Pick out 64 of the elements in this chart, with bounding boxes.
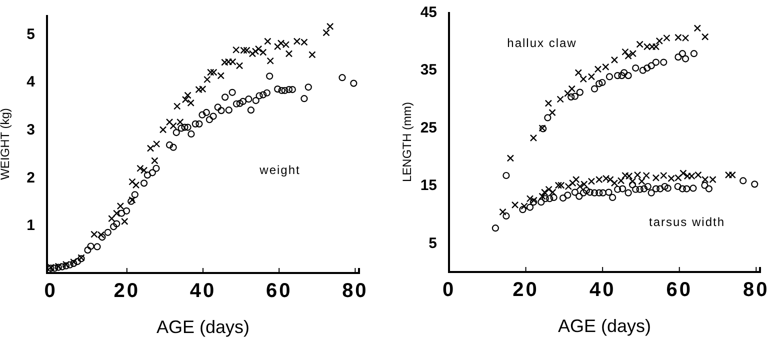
point [140,166,148,174]
x-tick-label: 0 [44,280,58,302]
y-tick-label: 5 [26,26,35,43]
point [159,126,167,134]
x-tick-label: 40 [190,280,216,302]
point [108,214,116,222]
point [210,68,218,76]
x-tick-label: 40 [589,279,616,301]
point [236,62,244,70]
point [132,181,140,189]
point [217,72,224,80]
x-tick-label: 60 [666,279,692,301]
annotation: weight [258,163,300,178]
x-axis-title: AGE (days) [558,316,652,336]
point [146,144,154,152]
point [128,196,136,204]
point [187,99,194,107]
y-tick-label: 4 [26,74,36,91]
annotation: hallux claw [507,36,577,50]
point [128,178,136,186]
point [264,38,272,45]
point [166,118,174,126]
point [78,254,85,262]
y-axis-title: WEIGHT (kg) [0,108,12,180]
point [116,202,124,210]
x-tick-label: 0 [442,279,456,301]
point [136,164,144,172]
point [174,102,181,110]
point [248,50,256,58]
annotation: tarsus width [648,215,726,230]
x-tick-label: 60 [266,280,292,302]
point [266,57,274,64]
x-tick-label: 20 [512,279,539,301]
y-tick-label: 35 [420,62,437,79]
point [207,68,214,76]
point [121,218,128,225]
point [254,45,262,53]
point [204,76,211,84]
point [326,22,334,30]
y-tick-label: 5 [428,234,437,252]
point [182,96,190,104]
y-tick-label: 1 [26,217,35,234]
point [170,122,177,130]
x-tick-label: 80 [342,280,368,302]
point [224,58,232,66]
y-tick-label: 45 [420,4,437,21]
point [176,118,184,126]
x-axis-title: AGE (days) [156,317,250,337]
point [151,157,158,164]
x-tick-label: 80 [743,279,770,301]
point [308,51,316,58]
point [322,29,330,36]
point [199,85,206,93]
y-tick-label: 3 [26,121,35,138]
point [285,50,293,58]
y-axis-title: LENGTH (mm) [400,102,414,182]
y-tick-label: 15 [420,177,437,194]
point [195,86,202,94]
x-tick-label: 20 [114,280,140,302]
y-tick-label: 25 [420,119,437,136]
y-tick-label: 2 [26,169,35,186]
point [152,140,160,148]
point [113,210,120,217]
point [184,92,192,99]
